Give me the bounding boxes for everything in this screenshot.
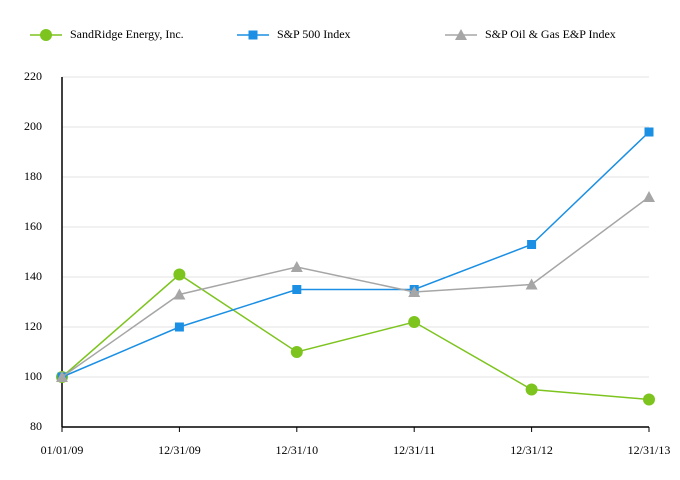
y-tick-label: 140	[24, 269, 42, 283]
point-marker	[643, 393, 655, 406]
point-marker	[408, 316, 421, 328]
x-tick-label: 01/01/09	[41, 443, 84, 457]
series-line	[61, 273, 650, 401]
point-marker	[525, 278, 538, 290]
y-tick-label: 120	[24, 319, 42, 333]
point-marker	[290, 346, 303, 358]
point-marker	[173, 268, 186, 281]
x-tick-label: 12/31/13	[628, 443, 671, 457]
point-marker	[248, 30, 258, 40]
point-marker	[290, 261, 303, 272]
point-marker	[292, 285, 302, 294]
x-tick-label: 12/31/10	[275, 443, 318, 457]
point-marker	[40, 29, 52, 41]
y-tick-label: 160	[24, 219, 42, 233]
point-marker	[56, 371, 68, 382]
point-marker	[643, 191, 655, 202]
y-tick-label: 180	[24, 169, 42, 183]
series-line	[61, 131, 650, 378]
point-marker	[174, 322, 184, 332]
point-marker	[408, 286, 421, 297]
y-tick-label: 80	[30, 419, 42, 433]
x-tick-label: 12/31/12	[510, 443, 553, 457]
x-tick-label: 12/31/11	[393, 443, 435, 457]
series-line	[61, 196, 650, 378]
point-marker	[525, 383, 538, 396]
legend-label: SandRidge Energy, Inc.	[70, 27, 184, 41]
y-tick-label: 200	[24, 119, 42, 133]
x-tick-label: 12/31/09	[158, 443, 201, 457]
point-marker	[173, 288, 186, 300]
point-marker	[644, 127, 654, 137]
legend-label: S&P 500 Index	[277, 27, 351, 41]
point-marker	[527, 240, 537, 249]
y-tick-label: 220	[24, 69, 42, 83]
y-tick-label: 100	[24, 369, 42, 383]
legend-label: S&P Oil & Gas E&P Index	[485, 27, 616, 41]
point-marker	[455, 29, 467, 40]
